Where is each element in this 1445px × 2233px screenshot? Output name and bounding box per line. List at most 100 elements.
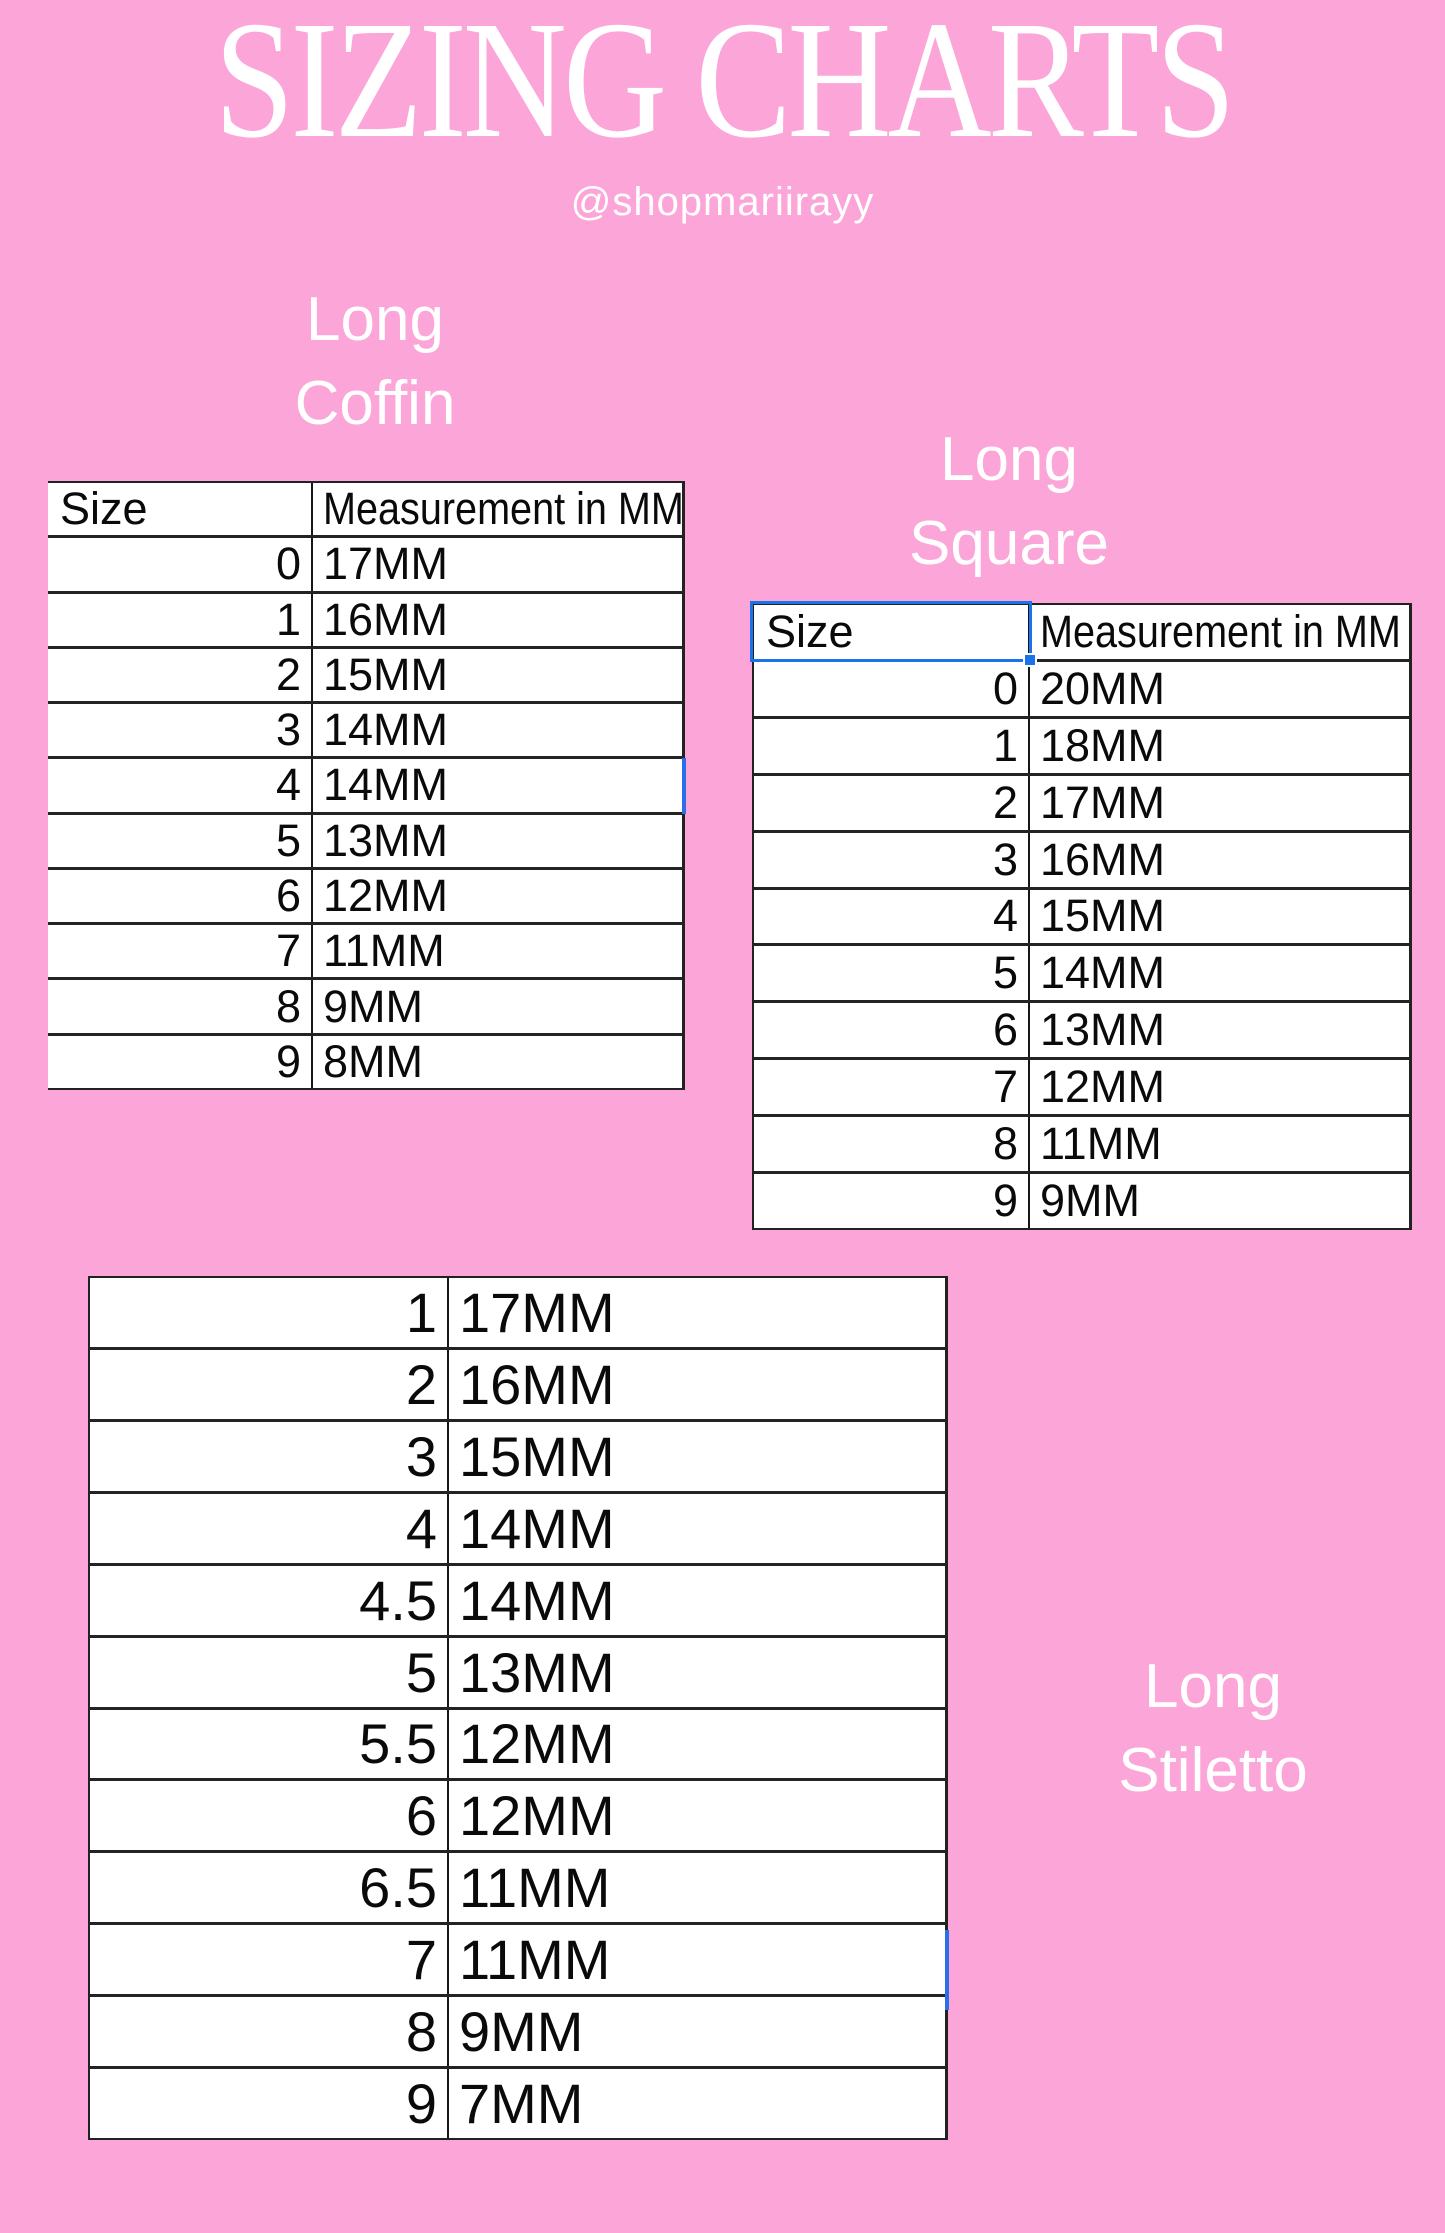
label-line: Long <box>1144 1652 1282 1721</box>
measurement-cell: 14MM <box>323 704 449 756</box>
size-cell: 0 <box>48 538 313 591</box>
size-cell: 5.5 <box>90 1709 449 1779</box>
table-row: 4 14MM <box>90 1493 945 1566</box>
table-row: 4 15MM <box>754 889 1409 947</box>
measurement-cell: 13MM <box>323 814 449 866</box>
measurement-cell: 13MM <box>459 1640 615 1704</box>
label-long-stiletto: Long Stiletto <box>1118 1645 1308 1813</box>
table-row: 9 8MM <box>48 1035 682 1088</box>
measurement-cell: 8MM <box>323 1035 423 1087</box>
size-cell: 2 <box>754 775 1030 830</box>
table-row: 6 12MM <box>48 869 682 926</box>
measurement-cell: 14MM <box>459 1568 615 1632</box>
table-row: 2 15MM <box>48 648 682 705</box>
table-row: 2 16MM <box>90 1349 945 1422</box>
measurement-cell: 20MM <box>1040 662 1166 714</box>
table-long-square: Size Measurement in MM 0 20MM 1 18MM 2 17MM 3 16M… <box>752 603 1412 1230</box>
selection-fill-handle <box>1023 653 1037 667</box>
size-header-cell: Size <box>754 605 1030 659</box>
measurement-cell: 15MM <box>459 1424 615 1488</box>
size-cell: 6 <box>90 1781 449 1851</box>
selection-artifact-line <box>682 758 686 814</box>
measurement-cell: 15MM <box>1040 890 1166 942</box>
measurement-cell: 17MM <box>1040 776 1166 828</box>
label-line: Coffin <box>294 369 456 438</box>
size-cell: 0 <box>754 661 1030 716</box>
table-row: 3 15MM <box>90 1421 945 1494</box>
table-row: 6 12MM <box>90 1781 945 1854</box>
measurement-cell: 12MM <box>323 869 449 921</box>
instagram-handle: @shopmariirayy <box>570 180 875 224</box>
size-cell: 5 <box>90 1637 449 1707</box>
table-row: 3 16MM <box>754 832 1409 890</box>
page-title: SIZING CHARTS <box>213 0 1235 173</box>
table-row: 7 11MM <box>48 925 682 981</box>
table-row: 8 11MM <box>754 1117 1409 1175</box>
label-line: Square <box>909 509 1109 578</box>
measurement-cell: 14MM <box>323 759 449 811</box>
size-cell: 8 <box>754 1117 1030 1172</box>
measurement-cell: 11MM <box>459 1856 611 1920</box>
size-cell: 2 <box>48 648 313 702</box>
table-row: 7 12MM <box>754 1060 1409 1118</box>
table-row: 5.5 12MM <box>90 1709 945 1782</box>
size-cell: 9 <box>90 2069 449 2139</box>
measurement-cell: 18MM <box>1040 719 1166 771</box>
table-row: 8 9MM <box>90 1997 945 2070</box>
table-row: 1 18MM <box>754 718 1409 776</box>
measurement-cell: 11MM <box>323 925 445 977</box>
measurement-cell: 16MM <box>323 593 449 645</box>
size-cell: 7 <box>754 1060 1030 1115</box>
table-row: 0 20MM <box>754 661 1409 719</box>
size-cell: 2 <box>90 1349 449 1419</box>
measurement-cell: 15MM <box>323 648 449 700</box>
size-cell: 4 <box>48 759 313 812</box>
measurement-header-cell: Measurement in MM <box>323 483 682 535</box>
measurement-cell: 12MM <box>459 1712 615 1776</box>
table-header-row: Size Measurement in MM <box>48 483 682 539</box>
table-row: 0 17MM <box>48 538 682 594</box>
table-row: 4 14MM <box>48 759 682 815</box>
size-cell: 9 <box>754 1174 1030 1228</box>
table-row: 4.5 14MM <box>90 1565 945 1638</box>
measurement-cell: 9MM <box>323 980 423 1032</box>
size-cell: 3 <box>754 832 1030 887</box>
measurement-cell: 11MM <box>459 1928 611 1992</box>
measurement-cell: 17MM <box>459 1280 615 1344</box>
size-cell: 5 <box>48 814 313 867</box>
size-cell: 6.5 <box>90 1853 449 1923</box>
size-cell: 4 <box>90 1493 449 1563</box>
label-line: Long <box>940 425 1078 494</box>
measurement-cell: 7MM <box>459 2072 584 2136</box>
size-cell: 5 <box>754 946 1030 1001</box>
table-row: 8 9MM <box>48 980 682 1036</box>
table-row: 2 17MM <box>754 775 1409 833</box>
size-cell: 3 <box>48 704 313 757</box>
size-cell: 4.5 <box>90 1565 449 1635</box>
size-cell: 7 <box>90 1925 449 1995</box>
measurement-cell: 9MM <box>1040 1175 1140 1227</box>
label-long-square: Long Square <box>909 418 1109 586</box>
measurement-cell: 16MM <box>459 1352 615 1416</box>
table-row: 5 13MM <box>48 814 682 870</box>
table-header-row: Size Measurement in MM <box>754 605 1409 662</box>
table-row: 1 16MM <box>48 593 682 649</box>
table-row: 5 14MM <box>754 946 1409 1004</box>
table-row: 6 13MM <box>754 1003 1409 1061</box>
table-row: 5 13MM <box>90 1637 945 1710</box>
measurement-cell: 9MM <box>459 2000 584 2064</box>
table-row: 1 17MM <box>90 1278 945 1350</box>
size-cell: 3 <box>90 1421 449 1491</box>
size-cell: 8 <box>48 980 313 1033</box>
size-cell: 6 <box>754 1003 1030 1058</box>
label-long-coffin: Long Coffin <box>295 278 456 446</box>
size-cell: 1 <box>90 1278 449 1347</box>
size-cell: 6 <box>48 869 313 923</box>
table-row: 9 7MM <box>90 2069 945 2139</box>
measurement-header-cell: Measurement in MM <box>1040 605 1401 657</box>
size-cell: 1 <box>48 593 313 646</box>
label-line: Long <box>306 285 444 354</box>
table-long-coffin: Size Measurement in MM 0 17MM 1 16MM 2 15MM 3 14M… <box>48 481 685 1090</box>
size-cell: 7 <box>48 925 313 978</box>
